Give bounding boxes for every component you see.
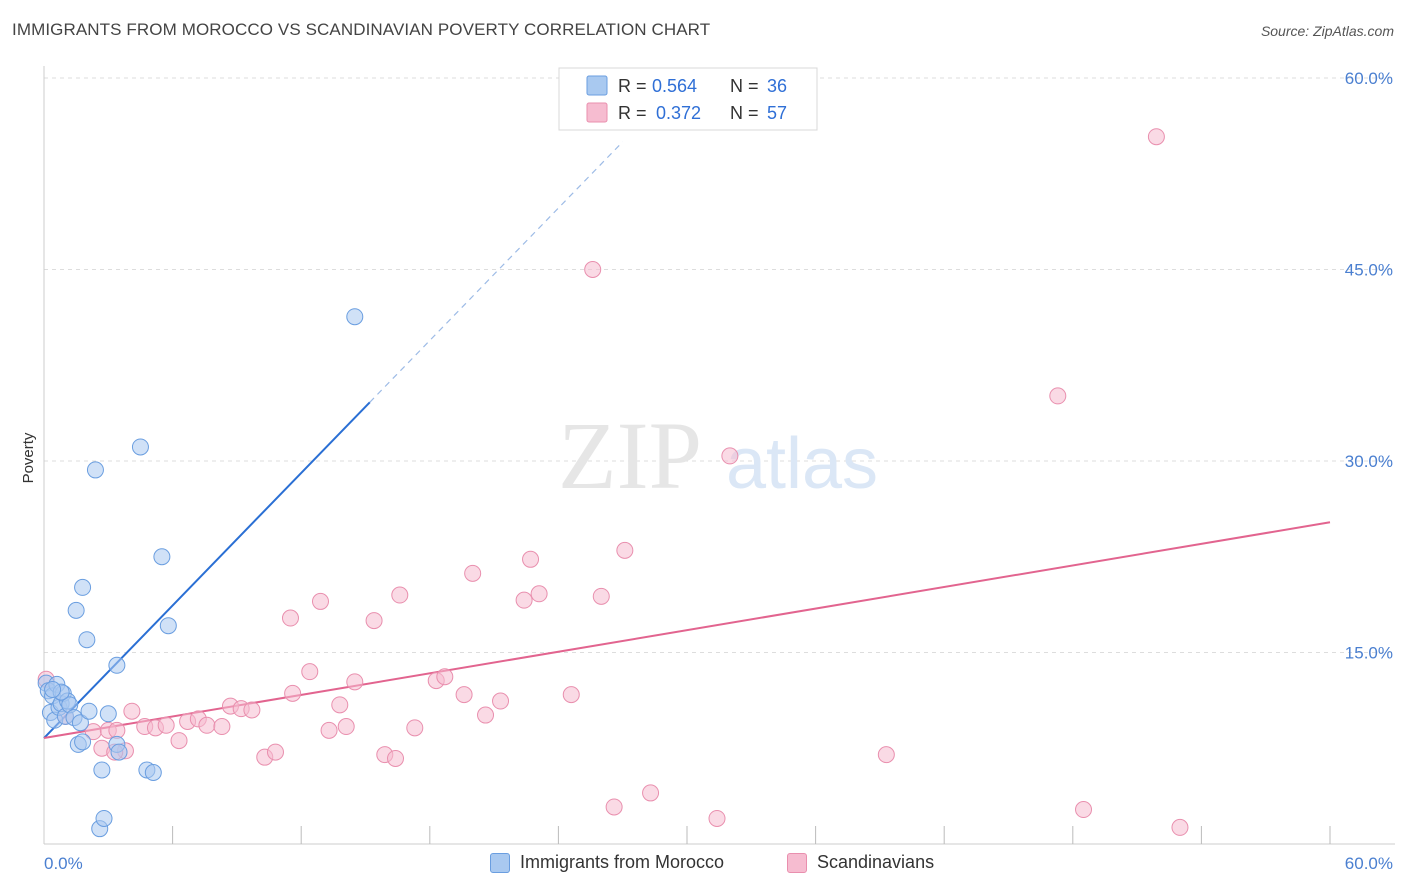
point-morocco-27 bbox=[108, 656, 126, 674]
legend-r-label-1: R = bbox=[618, 76, 647, 96]
point-scandinavian-44 bbox=[584, 261, 602, 278]
point-scandinavian-43 bbox=[562, 686, 580, 704]
point-morocco-26 bbox=[110, 743, 128, 761]
point-morocco-35 bbox=[44, 681, 62, 699]
point-scandinavian-38 bbox=[477, 706, 495, 724]
trend-line-scandinavians bbox=[43, 521, 1331, 740]
legend-label-morocco: Immigrants from Morocco bbox=[520, 852, 725, 872]
point-scandinavian-37 bbox=[464, 564, 482, 582]
point-scandinavian-31 bbox=[387, 749, 405, 767]
point-morocco-30 bbox=[144, 764, 162, 782]
tick-labels: 15.0% 30.0% 45.0% 60.0% 0.0% 60.0% bbox=[44, 69, 1393, 873]
point-morocco-17 bbox=[86, 461, 104, 479]
point-morocco-21 bbox=[67, 601, 85, 619]
point-scandinavian-22 bbox=[284, 684, 302, 702]
watermark: ZIP atlas bbox=[558, 402, 878, 509]
legend-box: R = 0.564 N = 36 R = 0.372 N = 57 bbox=[558, 67, 818, 131]
point-morocco-32 bbox=[159, 617, 177, 635]
point-scandinavian-27 bbox=[337, 718, 355, 736]
trend-line-morocco bbox=[43, 401, 371, 739]
point-morocco-33 bbox=[346, 308, 364, 326]
point-scandinavian-39 bbox=[492, 692, 510, 710]
point-scandinavian-29 bbox=[365, 612, 383, 630]
legend-n-value-1: 36 bbox=[767, 76, 787, 96]
legend-item-morocco: Immigrants from Morocco bbox=[490, 852, 724, 873]
point-morocco-22 bbox=[74, 578, 92, 596]
point-scandinavian-33 bbox=[406, 719, 424, 737]
legend-swatch-blue bbox=[586, 75, 608, 96]
legend-swatch-scandinavians bbox=[787, 852, 807, 873]
point-scandinavian-11 bbox=[170, 732, 188, 750]
legend-swatch-morocco bbox=[490, 852, 510, 873]
point-scandinavian-51 bbox=[877, 746, 895, 764]
legend-r-value-2: 0.372 bbox=[656, 103, 701, 123]
point-scandinavian-55 bbox=[1171, 818, 1189, 836]
point-scandinavian-15 bbox=[213, 718, 231, 736]
point-scandinavian-32 bbox=[391, 586, 409, 604]
point-morocco-19 bbox=[93, 761, 111, 779]
point-scandinavian-26 bbox=[331, 696, 349, 714]
point-scandinavian-14 bbox=[198, 716, 216, 734]
trend-line-morocco-extension bbox=[369, 141, 624, 403]
point-morocco-24 bbox=[99, 705, 117, 723]
legend-item-scandinavians: Scandinavians bbox=[787, 852, 934, 873]
point-scandinavian-23 bbox=[301, 663, 319, 681]
point-scandinavian-47 bbox=[616, 541, 634, 559]
y-tick-label-1: 30.0% bbox=[1345, 452, 1393, 471]
source-label: Source: ZipAtlas.com bbox=[1260, 23, 1394, 39]
x-tick-label-0: 0.0% bbox=[44, 854, 83, 873]
point-morocco-28 bbox=[131, 438, 149, 456]
legend-swatch-pink bbox=[586, 102, 608, 123]
bottom-legend: Immigrants from Morocco Scandinavians bbox=[0, 852, 1406, 878]
legend-r-value-1: 0.564 bbox=[652, 76, 697, 96]
point-scandinavian-54 bbox=[1147, 128, 1165, 146]
grid-lines bbox=[44, 77, 1395, 653]
point-scandinavian-53 bbox=[1075, 801, 1093, 819]
legend-n-label-2: N = bbox=[730, 103, 759, 123]
point-scandinavian-25 bbox=[320, 721, 338, 739]
point-scandinavian-7 bbox=[123, 702, 141, 720]
point-scandinavian-21 bbox=[281, 609, 299, 627]
point-morocco-23 bbox=[78, 631, 96, 649]
x-tick-label-1: 60.0% bbox=[1345, 854, 1393, 873]
y-tick-label-2: 45.0% bbox=[1345, 261, 1393, 280]
point-morocco-16 bbox=[80, 702, 98, 720]
y-axis-label: Poverty bbox=[20, 432, 37, 483]
point-scandinavian-20 bbox=[266, 743, 284, 761]
legend-label-scandinavians: Scandinavians bbox=[817, 852, 935, 872]
point-scandinavian-28 bbox=[346, 673, 364, 691]
y-tick-label-0: 15.0% bbox=[1345, 644, 1393, 663]
legend-n-label-1: N = bbox=[730, 76, 759, 96]
point-scandinavian-46 bbox=[605, 798, 623, 816]
point-scandinavian-42 bbox=[530, 585, 548, 603]
axes bbox=[43, 66, 1395, 845]
point-morocco-14 bbox=[71, 714, 89, 732]
data-points bbox=[37, 128, 1189, 838]
watermark-atlas: atlas bbox=[726, 424, 878, 504]
point-scandinavian-40 bbox=[515, 591, 533, 609]
point-morocco-15 bbox=[74, 733, 92, 751]
point-scandinavian-45 bbox=[592, 587, 610, 605]
point-scandinavian-36 bbox=[455, 686, 473, 704]
point-scandinavian-41 bbox=[522, 550, 540, 568]
point-scandinavian-18 bbox=[243, 701, 261, 719]
point-scandinavian-35 bbox=[436, 668, 454, 686]
watermark-zip: ZIP bbox=[558, 402, 702, 509]
trend-lines bbox=[43, 141, 1331, 740]
legend-n-value-2: 57 bbox=[767, 103, 787, 123]
point-scandinavian-24 bbox=[311, 592, 329, 610]
point-scandinavian-49 bbox=[708, 809, 726, 827]
point-scandinavian-10 bbox=[157, 716, 175, 734]
legend-r-label-2: R = bbox=[618, 103, 647, 123]
point-morocco-20 bbox=[95, 809, 113, 827]
point-scandinavian-52 bbox=[1049, 387, 1067, 405]
point-scandinavian-50 bbox=[721, 447, 739, 465]
y-tick-label-3: 60.0% bbox=[1345, 69, 1393, 88]
chart-title: IMMIGRANTS FROM MOROCCO VS SCANDINAVIAN … bbox=[12, 20, 711, 39]
point-scandinavian-48 bbox=[642, 784, 660, 802]
point-morocco-31 bbox=[153, 548, 171, 566]
